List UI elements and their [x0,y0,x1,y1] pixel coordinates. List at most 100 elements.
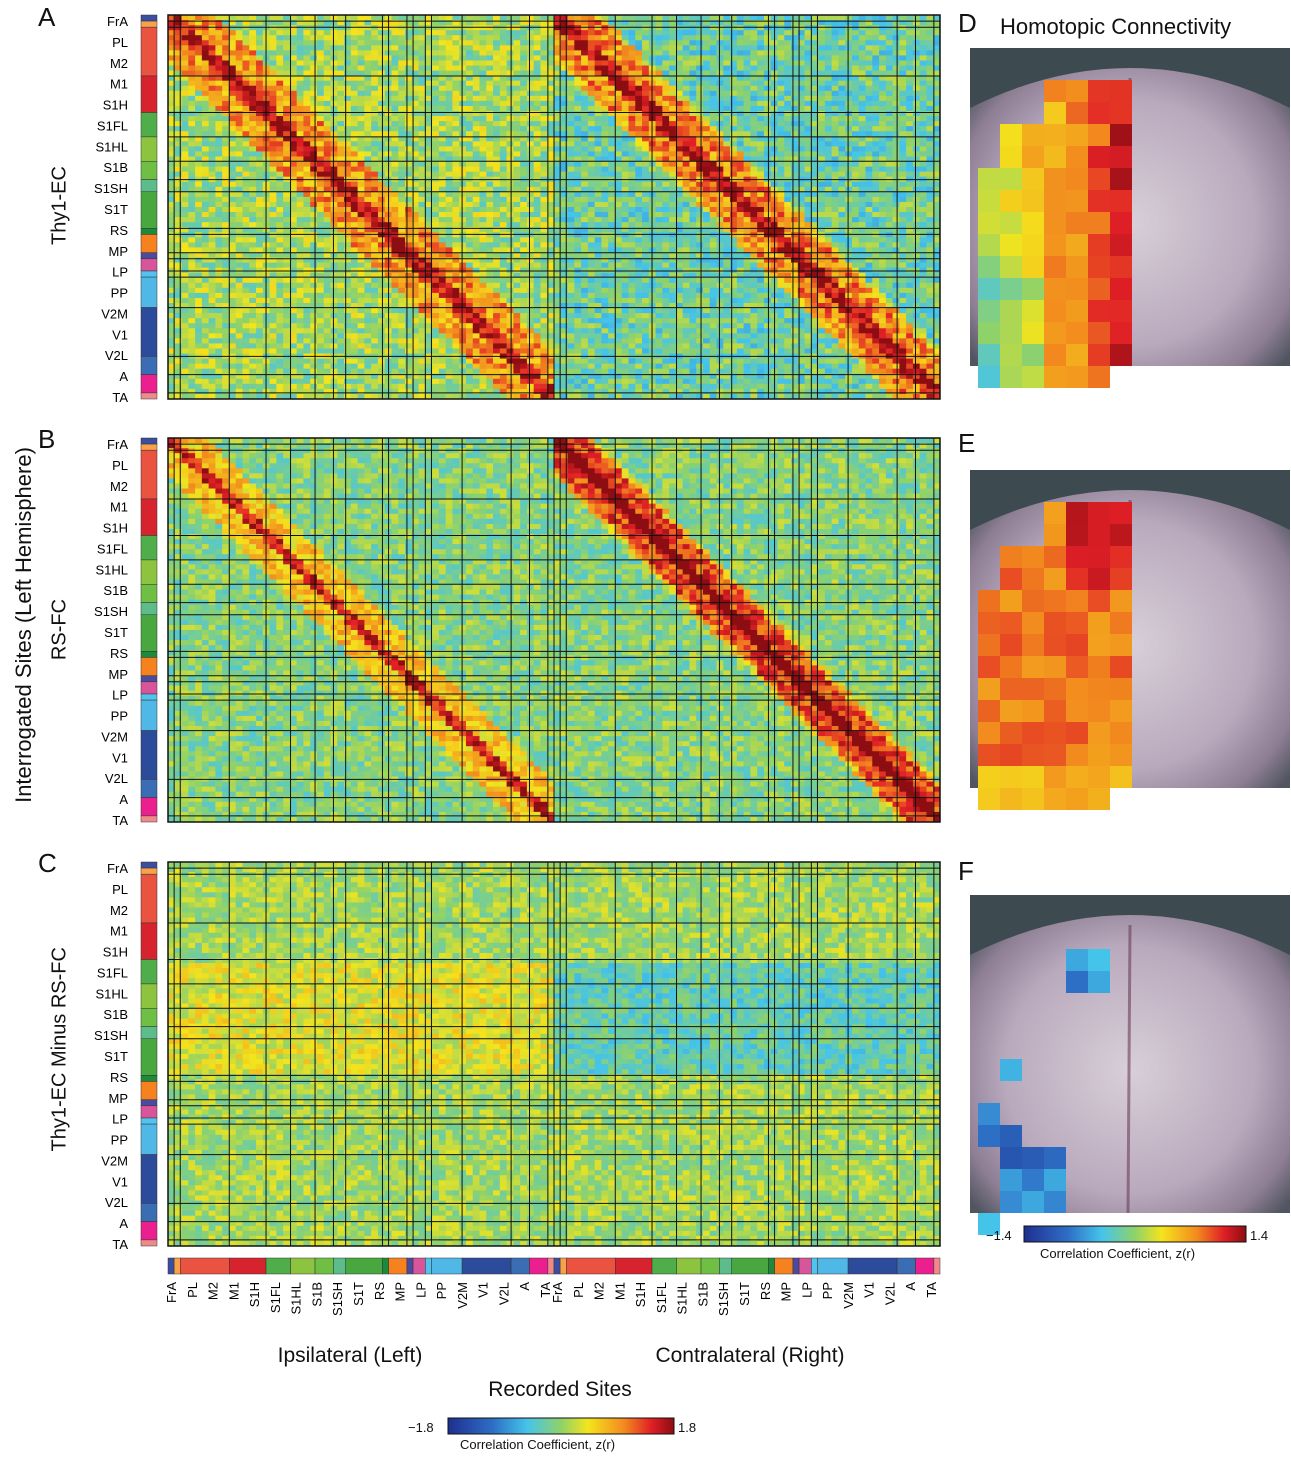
heatmap-cell [696,71,703,76]
heatmap-cell [845,106,852,111]
heatmap-cell [331,71,338,76]
heatmap-cell [710,60,717,65]
heatmap-cell [689,146,696,151]
heatmap-cell [351,106,358,111]
heatmap-cell [622,232,629,237]
heatmap-cell [371,167,378,172]
heatmap-cell [825,45,832,50]
heatmap-cell [520,25,527,30]
heatmap-cell [473,121,480,126]
heatmap-cell [419,126,426,131]
heatmap-cell [568,15,575,20]
heatmap-cell [879,106,886,111]
heatmap-cell [270,232,277,237]
heatmap-cell [561,40,568,45]
heatmap-cell [303,116,310,121]
heatmap-cell [805,86,812,91]
heatmap-cell [601,25,608,30]
heatmap-cell [879,15,886,20]
heatmap-cell [723,96,730,101]
heatmap-cell [893,202,900,207]
heatmap-cell [791,25,798,30]
heatmap-cell [879,35,886,40]
heatmap-cell [188,60,195,65]
heatmap-cell [283,146,290,151]
heatmap-cell [324,172,331,177]
heatmap-cell [310,55,317,60]
heatmap-cell [364,217,371,222]
heatmap-cell [784,131,791,136]
heatmap-cell [561,106,568,111]
heatmap-cell [446,222,453,227]
heatmap-cell [486,40,493,45]
heatmap-cell [595,25,602,30]
heatmap-cell [439,101,446,106]
heatmap-cell [764,50,771,55]
heatmap-cell [561,217,568,222]
heatmap-cell [175,146,182,151]
heatmap-cell [777,141,784,146]
heatmap-cell [358,101,365,106]
heatmap-cell [689,207,696,212]
heatmap-cell [906,146,913,151]
heatmap-cell [601,81,608,86]
heatmap-cell [188,96,195,101]
heatmap-cell [913,202,920,207]
heatmap-cell [662,131,669,136]
heatmap-cell [791,162,798,167]
heatmap-cell [459,151,466,156]
heatmap-cell [689,101,696,106]
heatmap-cell [710,55,717,60]
heatmap-cell [452,96,459,101]
heatmap-cell [256,91,263,96]
heatmap-cell [351,45,358,50]
heatmap-cell [893,30,900,35]
heatmap-cell [452,25,459,30]
heatmap-cell [270,91,277,96]
heatmap-cell [805,192,812,197]
heatmap-cell [791,40,798,45]
heatmap-cell [791,167,798,172]
heatmap-cell [662,86,669,91]
heatmap-cell [588,35,595,40]
heatmap-cell [364,40,371,45]
heatmap-cell [832,192,839,197]
heatmap-cell [297,40,304,45]
heatmap-cell [601,86,608,91]
heatmap-cell [337,167,344,172]
heatmap-cell [581,207,588,212]
heatmap-cell [270,111,277,116]
heatmap-cell [324,106,331,111]
heatmap-cell [859,151,866,156]
heatmap-cell [568,212,575,217]
heatmap-cell [256,81,263,86]
heatmap-cell [182,172,189,177]
heatmap-cell [398,15,405,20]
heatmap-cell [852,60,859,65]
heatmap-cell [195,111,202,116]
heatmap-cell [486,126,493,131]
heatmap-cell [615,202,622,207]
heatmap-cell [324,111,331,116]
heatmap-cell [710,81,717,86]
heatmap-cell [689,167,696,172]
heatmap-cell [371,106,378,111]
heatmap-cell [229,106,236,111]
heatmap-cell [683,151,690,156]
heatmap-cell [466,45,473,50]
heatmap-cell [534,111,541,116]
heatmap-cell [662,141,669,146]
heatmap-cell [737,217,744,222]
heatmap-cell [229,86,236,91]
heatmap-cell [662,45,669,50]
heatmap-cell [696,86,703,91]
heatmap-cell [297,50,304,55]
heatmap-cell [683,232,690,237]
heatmap-cell [696,25,703,30]
heatmap-cell [561,172,568,177]
heatmap-cell [202,212,209,217]
heatmap-cell [662,151,669,156]
heatmap-cell [195,172,202,177]
heatmap-cell [669,212,676,217]
heatmap-cell [500,217,507,222]
